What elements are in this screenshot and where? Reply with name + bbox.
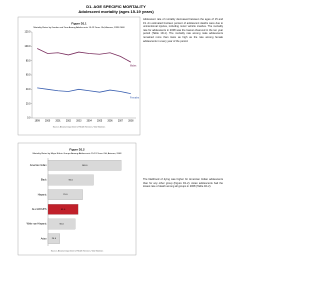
y-tick-label: 80.0 xyxy=(26,59,31,62)
bar xyxy=(47,204,79,215)
figure-frame xyxy=(17,16,141,136)
paragraph: Adolescent rate of mortality decreased b… xyxy=(143,18,223,43)
figure-subtitle: Mortality Rates by Gender and Year Among… xyxy=(34,26,126,29)
value-label: 148.0 xyxy=(82,165,88,167)
y-tick-label: Asian xyxy=(41,237,47,240)
figure-title: Figure D1.1 xyxy=(71,22,87,26)
y-tick-label: ALL GROUPS xyxy=(32,208,47,211)
y-tick-label: 120.0 xyxy=(25,31,32,34)
legend-label: Males xyxy=(130,65,137,68)
bar xyxy=(47,233,60,244)
x-tick-label: 2003 xyxy=(76,121,82,123)
paragraph: The likelihood of dying was higher for A… xyxy=(143,178,223,189)
value-label: 55.0 xyxy=(59,224,64,226)
y-tick-label: 20.0 xyxy=(26,102,31,105)
bar xyxy=(47,218,76,230)
line xyxy=(37,48,131,63)
y-tick-label: White non-Hispanic xyxy=(27,223,48,226)
x-tick-label: 2006 xyxy=(107,121,113,123)
value-label: 92.0 xyxy=(69,180,74,182)
line xyxy=(37,87,131,95)
subtitle: Adolescent mortality (ages 15-19 years) xyxy=(78,9,154,14)
x-tick-label: 2008 xyxy=(128,121,134,123)
title: D1. AGE SPECIFIC MORTALITY xyxy=(86,4,146,9)
y-tick-label: 40.0 xyxy=(26,88,31,91)
figure-subtitle: Mortality Rates by Major Ethnic Groups A… xyxy=(33,152,123,155)
x-tick-label: 2002 xyxy=(66,121,72,123)
value-label: 61.0 xyxy=(61,209,66,211)
page: D1. AGE SPECIFIC MORTALITY Adolescent mo… xyxy=(17,4,223,256)
figure-title: Figure D1.2 xyxy=(69,148,85,152)
y-tick-label: 0.0 xyxy=(27,117,31,120)
x-tick-label: 2001 xyxy=(55,121,61,123)
x-tick-label: 1999 xyxy=(35,121,41,123)
bar xyxy=(47,174,94,186)
y-tick-label: 100.0 xyxy=(25,45,32,48)
value-label: 24.0 xyxy=(52,238,57,240)
bar xyxy=(47,189,83,200)
figure-note: Source: Arizona Department of Health Ser… xyxy=(51,250,103,253)
y-tick-label: 60.0 xyxy=(26,74,31,77)
y-tick-label: Black xyxy=(41,180,47,182)
y-tick-label: American Indian xyxy=(30,164,47,167)
x-tick-label: 2000 xyxy=(45,121,51,123)
y-tick-label: Hispanic xyxy=(38,194,48,196)
bar xyxy=(47,160,122,171)
x-tick-label: 2007 xyxy=(118,121,124,123)
figure-note: Source: Arizona Department of Health Ser… xyxy=(53,126,105,129)
legend-label: Females xyxy=(130,96,140,99)
x-tick-label: 2005 xyxy=(97,121,103,123)
value-label: 70.0 xyxy=(63,194,68,196)
x-tick-label: 2004 xyxy=(87,121,93,123)
